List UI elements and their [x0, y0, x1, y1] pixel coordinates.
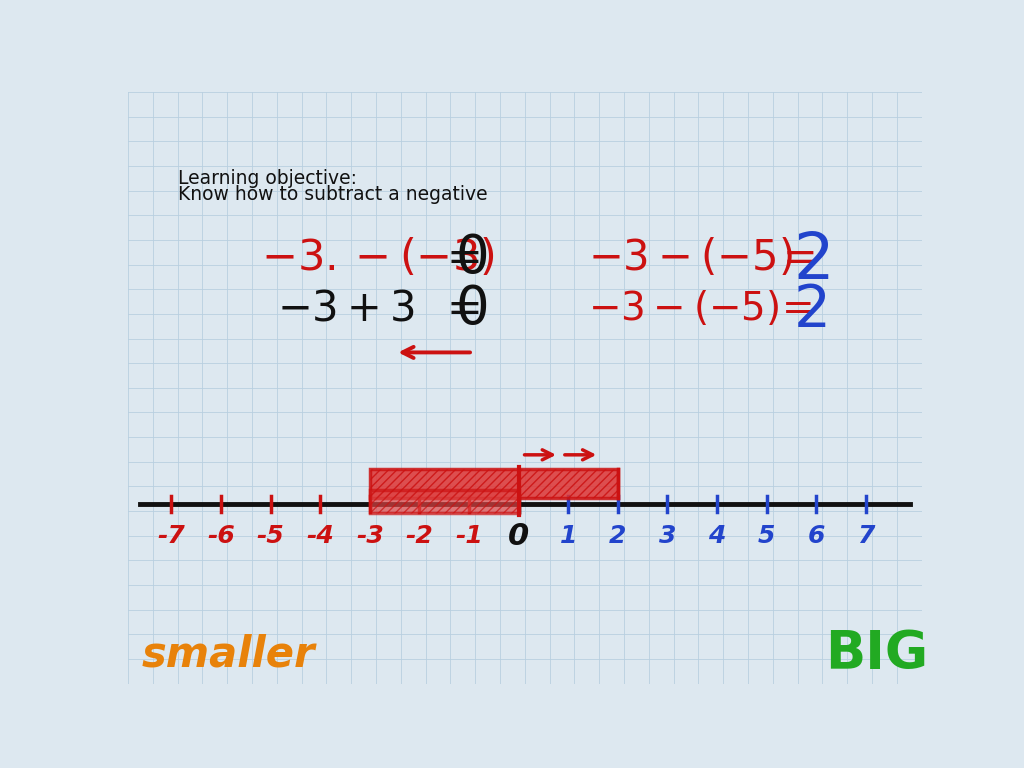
Text: 1: 1 [559, 525, 577, 548]
Bar [370, 490, 518, 513]
Text: $0$: $0$ [455, 283, 487, 335]
Text: $-3-(-5)$: $-3-(-5)$ [588, 237, 793, 279]
Text: $-3.-(-3)$: $-3.-(-3)$ [261, 237, 495, 279]
Bar [370, 468, 617, 498]
Text: -3: -3 [356, 525, 384, 548]
Text: $0$: $0$ [455, 232, 487, 283]
Text: 5: 5 [758, 525, 775, 548]
Text: $2$: $2$ [793, 282, 826, 339]
Text: $-3-(-5)$: $-3-(-5)$ [588, 289, 779, 328]
Text: $-3+3$: $-3+3$ [276, 287, 415, 329]
Text: -1: -1 [455, 525, 483, 548]
Text: BIG: BIG [825, 628, 929, 680]
Text: $=$: $=$ [438, 286, 480, 328]
Text: $=$: $=$ [773, 288, 812, 326]
Text: Know how to subtract a negative: Know how to subtract a negative [178, 184, 488, 204]
Text: 3: 3 [658, 525, 676, 548]
Text: 2: 2 [609, 525, 627, 548]
Text: -4: -4 [306, 525, 334, 548]
Text: -2: -2 [406, 525, 433, 548]
Text: 0: 0 [508, 522, 529, 551]
Text: -6: -6 [207, 525, 234, 548]
Text: smaller: smaller [142, 634, 315, 675]
Text: 6: 6 [808, 525, 825, 548]
Text: 4: 4 [709, 525, 726, 548]
Text: $2$: $2$ [793, 230, 829, 292]
Text: -7: -7 [158, 525, 185, 548]
Text: $=$: $=$ [438, 235, 480, 277]
Text: $=$: $=$ [773, 235, 814, 277]
Text: 7: 7 [857, 525, 874, 548]
Text: -5: -5 [257, 525, 285, 548]
Text: Learning objective:: Learning objective: [178, 169, 357, 188]
